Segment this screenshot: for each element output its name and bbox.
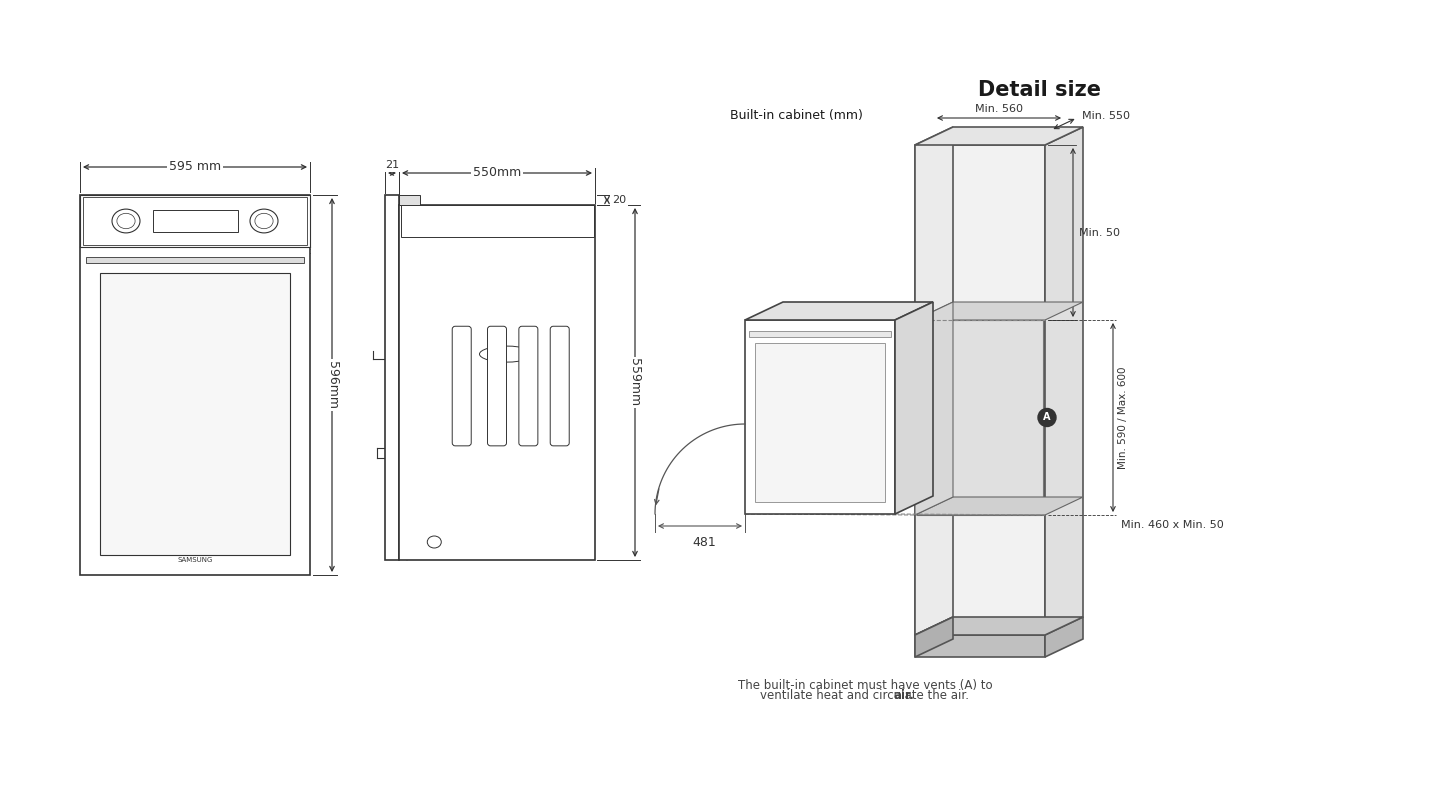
- Text: Min. 590 / Max. 600: Min. 590 / Max. 600: [1117, 366, 1128, 469]
- Bar: [153, 210, 238, 232]
- Bar: [399, 205, 595, 560]
- Text: 481: 481: [693, 536, 716, 549]
- FancyBboxPatch shape: [488, 326, 507, 446]
- Text: A: A: [1043, 412, 1051, 423]
- Ellipse shape: [480, 346, 534, 362]
- Ellipse shape: [112, 209, 140, 233]
- Text: Detail size: Detail size: [979, 80, 1102, 100]
- Text: air.: air.: [893, 689, 914, 702]
- Text: 21: 21: [384, 160, 399, 170]
- Bar: [384, 195, 399, 560]
- Text: 20: 20: [612, 195, 626, 205]
- FancyBboxPatch shape: [452, 326, 471, 446]
- Text: Min. 550: Min. 550: [1083, 111, 1130, 121]
- Ellipse shape: [428, 536, 441, 548]
- FancyBboxPatch shape: [550, 326, 569, 446]
- Text: Min. 560: Min. 560: [975, 104, 1022, 114]
- Text: 559mm: 559mm: [628, 359, 641, 407]
- Text: Min. 460 x Min. 50: Min. 460 x Min. 50: [1120, 520, 1224, 530]
- Polygon shape: [914, 127, 1083, 145]
- Ellipse shape: [251, 209, 278, 233]
- Ellipse shape: [255, 213, 274, 228]
- Polygon shape: [914, 302, 953, 515]
- Text: 595 mm: 595 mm: [168, 160, 222, 173]
- Polygon shape: [914, 302, 1083, 320]
- Text: 596mm: 596mm: [325, 361, 338, 409]
- Text: Built-in cabinet (mm): Built-in cabinet (mm): [730, 109, 863, 122]
- Polygon shape: [1045, 127, 1083, 635]
- Bar: [755, 343, 886, 502]
- FancyBboxPatch shape: [518, 326, 539, 446]
- Bar: [399, 195, 420, 205]
- Bar: [81, 195, 310, 247]
- Text: The built-in cabinet must have vents (A) to: The built-in cabinet must have vents (A)…: [737, 679, 992, 692]
- Bar: [400, 205, 595, 237]
- Ellipse shape: [117, 213, 135, 228]
- Polygon shape: [914, 635, 1045, 657]
- Bar: [744, 320, 896, 514]
- Polygon shape: [744, 302, 933, 320]
- Bar: [914, 145, 1045, 635]
- Text: Min. 50: Min. 50: [1079, 228, 1120, 237]
- Bar: [99, 273, 289, 555]
- Text: SAMSUNG: SAMSUNG: [177, 557, 213, 563]
- Polygon shape: [914, 617, 953, 657]
- Text: 579: 579: [760, 405, 773, 429]
- Polygon shape: [914, 617, 1083, 635]
- Polygon shape: [914, 497, 1083, 515]
- Bar: [81, 195, 310, 575]
- Bar: [917, 320, 1043, 515]
- Polygon shape: [896, 302, 933, 514]
- Polygon shape: [1045, 617, 1083, 657]
- Bar: [84, 197, 307, 245]
- Text: 550mm: 550mm: [472, 167, 521, 180]
- Text: 560: 560: [808, 312, 832, 325]
- Bar: [86, 257, 304, 263]
- Circle shape: [1038, 408, 1056, 427]
- Bar: [749, 331, 891, 337]
- Text: ventilate heat and circulate the air.: ventilate heat and circulate the air.: [760, 689, 969, 702]
- Polygon shape: [914, 127, 953, 635]
